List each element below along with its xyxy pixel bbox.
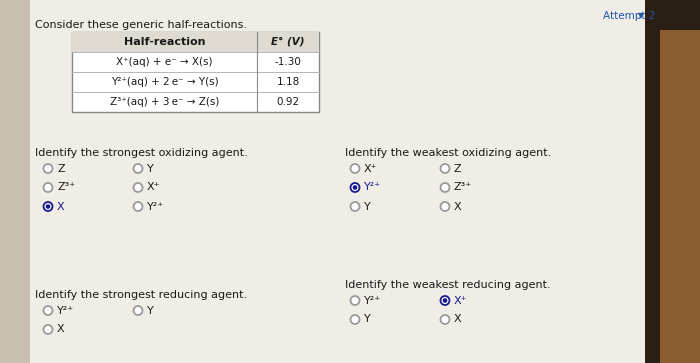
Circle shape bbox=[442, 298, 447, 303]
Circle shape bbox=[351, 183, 360, 192]
Text: X: X bbox=[57, 325, 64, 334]
Circle shape bbox=[351, 296, 360, 305]
Text: Y²⁺(aq) + 2 e⁻ → Y(s): Y²⁺(aq) + 2 e⁻ → Y(s) bbox=[111, 77, 218, 87]
Text: Identify the weakest oxidizing agent.: Identify the weakest oxidizing agent. bbox=[345, 148, 552, 158]
Text: Consider these generic half-reactions.: Consider these generic half-reactions. bbox=[35, 20, 247, 30]
Text: X: X bbox=[454, 201, 461, 212]
Text: 1.18: 1.18 bbox=[276, 77, 300, 87]
Text: Z³⁺(aq) + 3 e⁻ → Z(s): Z³⁺(aq) + 3 e⁻ → Z(s) bbox=[110, 97, 219, 107]
Text: Y: Y bbox=[147, 163, 154, 174]
Text: Y²⁺: Y²⁺ bbox=[364, 183, 381, 192]
FancyBboxPatch shape bbox=[72, 32, 319, 112]
Text: Y: Y bbox=[364, 314, 371, 325]
Circle shape bbox=[134, 202, 143, 211]
Circle shape bbox=[351, 315, 360, 324]
Text: X: X bbox=[454, 314, 461, 325]
FancyBboxPatch shape bbox=[660, 30, 700, 363]
Circle shape bbox=[440, 202, 449, 211]
Text: Z³⁺: Z³⁺ bbox=[454, 183, 472, 192]
Circle shape bbox=[440, 315, 449, 324]
Circle shape bbox=[440, 296, 449, 305]
Circle shape bbox=[43, 306, 52, 315]
Circle shape bbox=[351, 202, 360, 211]
Circle shape bbox=[134, 164, 143, 173]
Text: Z: Z bbox=[57, 163, 64, 174]
Circle shape bbox=[440, 183, 449, 192]
Text: Z: Z bbox=[454, 163, 461, 174]
Text: Y: Y bbox=[364, 201, 371, 212]
Circle shape bbox=[43, 183, 52, 192]
Text: X⁺: X⁺ bbox=[147, 183, 160, 192]
Text: Y²⁺: Y²⁺ bbox=[57, 306, 74, 315]
Text: Identify the strongest reducing agent.: Identify the strongest reducing agent. bbox=[35, 290, 247, 300]
Text: Z³⁺: Z³⁺ bbox=[57, 183, 75, 192]
Text: Half-reaction: Half-reaction bbox=[124, 37, 205, 47]
Text: X⁺: X⁺ bbox=[364, 163, 377, 174]
Text: E° (V): E° (V) bbox=[272, 37, 304, 47]
FancyBboxPatch shape bbox=[645, 0, 700, 363]
Text: 0.92: 0.92 bbox=[276, 97, 300, 107]
FancyBboxPatch shape bbox=[30, 0, 645, 363]
Circle shape bbox=[440, 164, 449, 173]
Circle shape bbox=[43, 164, 52, 173]
Text: -1.30: -1.30 bbox=[274, 57, 302, 67]
Circle shape bbox=[134, 183, 143, 192]
Text: Y²⁺: Y²⁺ bbox=[364, 295, 381, 306]
Circle shape bbox=[43, 202, 52, 211]
Text: X: X bbox=[57, 201, 64, 212]
Circle shape bbox=[353, 185, 357, 190]
Text: Y: Y bbox=[147, 306, 154, 315]
Circle shape bbox=[46, 204, 50, 209]
Text: Y²⁺: Y²⁺ bbox=[147, 201, 164, 212]
Circle shape bbox=[43, 325, 52, 334]
Text: Identify the strongest oxidizing agent.: Identify the strongest oxidizing agent. bbox=[35, 148, 248, 158]
FancyBboxPatch shape bbox=[72, 32, 319, 52]
Text: ▼: ▼ bbox=[638, 11, 644, 20]
Circle shape bbox=[134, 306, 143, 315]
Text: Attempt 2: Attempt 2 bbox=[603, 11, 655, 21]
Text: X⁺(aq) + e⁻ → X(s): X⁺(aq) + e⁻ → X(s) bbox=[116, 57, 213, 67]
Text: Identify the weakest reducing agent.: Identify the weakest reducing agent. bbox=[345, 280, 551, 290]
Circle shape bbox=[351, 164, 360, 173]
Text: X⁺: X⁺ bbox=[454, 295, 468, 306]
